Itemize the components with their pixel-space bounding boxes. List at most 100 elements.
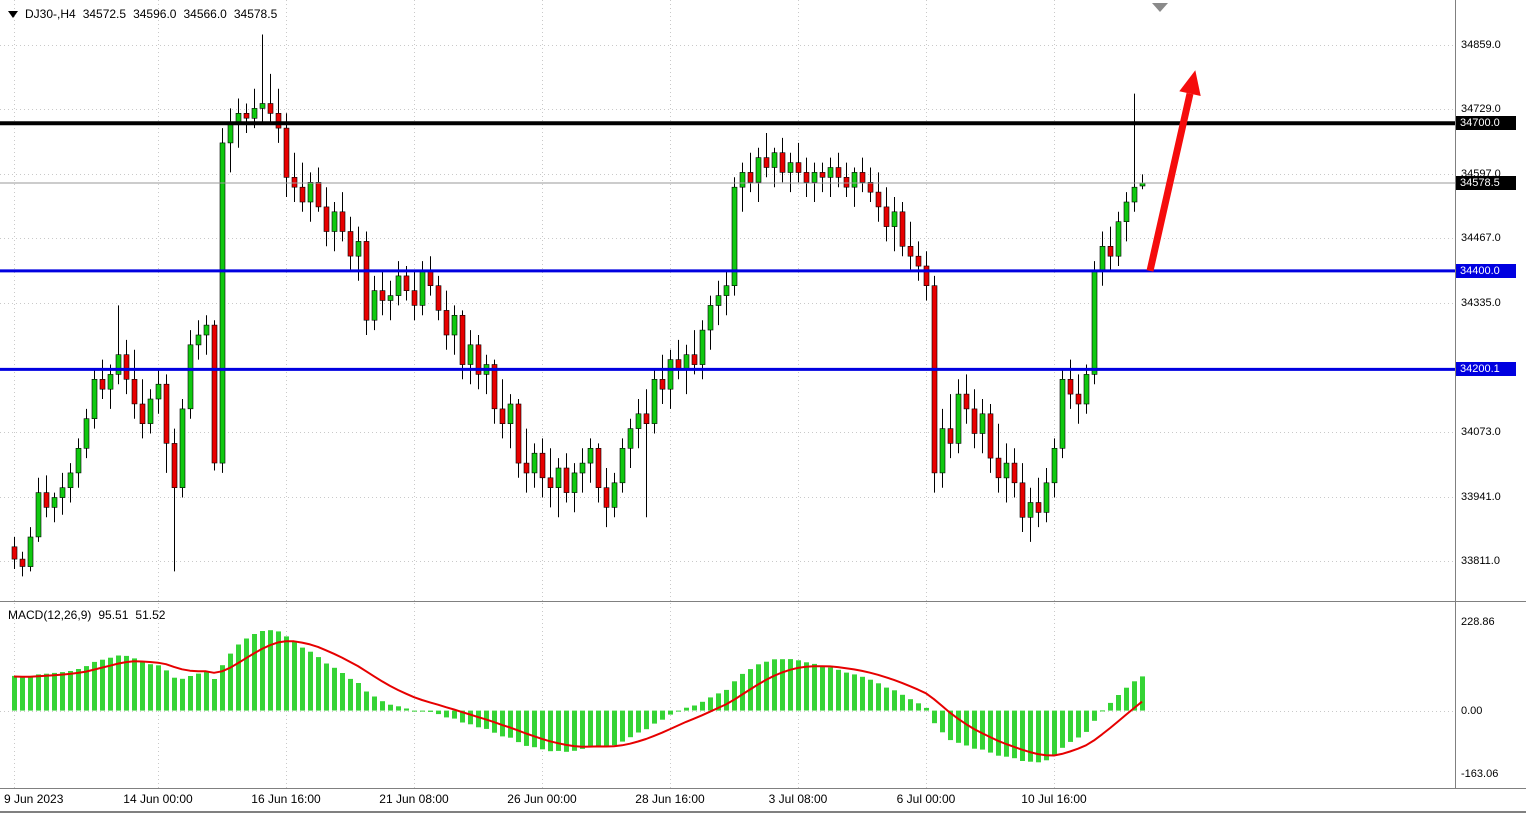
macd-histogram-bar — [516, 710, 521, 743]
macd-histogram-bar — [188, 676, 193, 711]
macd-histogram-bar — [908, 699, 913, 711]
macd-histogram-bar — [460, 710, 465, 723]
chart-shift-marker-icon[interactable] — [1152, 3, 1168, 12]
macd-histogram-bar — [916, 703, 921, 711]
macd-histogram-bar — [124, 655, 129, 711]
macd-histogram-bar — [84, 666, 89, 711]
macd-histogram-bar — [204, 671, 209, 711]
macd-histogram-bar — [1140, 676, 1145, 711]
candle-body-up — [715, 295, 722, 306]
symbol-dropdown-icon[interactable] — [8, 10, 18, 18]
candle-body-down — [563, 467, 570, 493]
candle-body-up — [387, 295, 394, 301]
candle-body-down — [315, 182, 322, 208]
candle-body-up — [195, 334, 202, 346]
macd-histogram-bar — [316, 657, 321, 711]
candle-body-up — [59, 487, 66, 498]
candle-body-up — [651, 378, 658, 424]
macd-histogram-bar — [1044, 710, 1049, 761]
macd-indicator-chart[interactable] — [0, 603, 1455, 788]
macd-histogram-bar — [164, 670, 169, 711]
candle-body-up — [827, 167, 834, 178]
candle-body-up — [1099, 246, 1106, 272]
macd-histogram-bar — [236, 644, 241, 711]
macd-tick-label: 0.00 — [1461, 705, 1483, 717]
candle-body-up — [787, 162, 794, 173]
macd-histogram-bar — [172, 677, 177, 711]
macd-histogram-bar — [700, 701, 705, 711]
macd-histogram-bar — [732, 681, 737, 711]
trend-arrow-head[interactable] — [1179, 70, 1201, 96]
macd-histogram-bar — [364, 691, 369, 711]
candle-body-down — [691, 354, 698, 365]
candle-body-down — [475, 344, 482, 375]
macd-histogram-bar — [404, 708, 409, 711]
macd-histogram-bar — [1116, 695, 1121, 711]
candle-body-down — [499, 408, 506, 424]
candle-body-up — [307, 182, 314, 203]
time-axis-label: 21 Jun 08:00 — [379, 792, 449, 806]
candle-body-down — [411, 290, 418, 306]
candle-body-down — [1075, 393, 1082, 405]
candlestick-chart[interactable] — [0, 0, 1455, 601]
candle-body-up — [1123, 201, 1130, 223]
candle-body-down — [595, 447, 602, 488]
candle-body-up — [155, 383, 162, 400]
time-axis-label: 16 Jun 16:00 — [251, 792, 321, 806]
candle-body-down — [211, 324, 218, 464]
macd-histogram-bar — [284, 636, 289, 711]
macd-histogram-bar — [620, 710, 625, 742]
macd-histogram-bar — [1004, 710, 1009, 757]
candle-body-up — [371, 290, 378, 321]
candle-body-down — [947, 428, 954, 444]
macd-histogram-bar — [148, 664, 153, 711]
ohlc-low: 34566.0 — [183, 7, 227, 21]
macd-histogram-bar — [932, 710, 937, 724]
macd-histogram-bar — [108, 657, 113, 711]
candle-body-down — [299, 186, 306, 203]
candle-body-down — [283, 127, 290, 178]
candle-body-up — [1051, 447, 1058, 484]
macd-histogram-bar — [852, 674, 857, 711]
macd-histogram-bar — [1052, 710, 1057, 756]
candle-body-down — [803, 172, 810, 183]
macd-histogram-bar — [644, 710, 649, 730]
candle-body-up — [355, 241, 362, 257]
candle-body-down — [275, 113, 282, 129]
candle-body-down — [11, 546, 18, 560]
candle-body-down — [403, 275, 410, 291]
macd-histogram-bar — [900, 694, 905, 711]
candle-body-up — [67, 472, 74, 488]
candle-body-down — [139, 403, 146, 425]
candle-body-up — [707, 305, 714, 331]
macd-histogram-bar — [220, 665, 225, 711]
candle-body-down — [523, 462, 530, 474]
macd-histogram-bar — [436, 710, 441, 715]
macd-histogram-bar — [796, 660, 801, 711]
candle-body-up — [955, 393, 962, 444]
candle-body-up — [91, 378, 98, 419]
candle-body-down — [995, 457, 1002, 479]
macd-histogram-bar — [68, 671, 73, 711]
candle-body-down — [907, 246, 914, 257]
trend-arrow-shaft[interactable] — [1146, 92, 1194, 272]
last-price-box: 34578.5 — [1456, 176, 1516, 190]
candle-body-down — [883, 206, 890, 227]
macd-histogram-bar — [156, 665, 161, 711]
macd-histogram-bar — [1060, 710, 1065, 748]
macd-histogram-bar — [596, 710, 601, 746]
candle-body-down — [963, 393, 970, 410]
candle-body-up — [27, 536, 34, 567]
macd-histogram-bar — [580, 710, 585, 749]
macd-tick-label: 228.86 — [1461, 616, 1495, 628]
time-axis-label: 10 Jul 16:00 — [1021, 792, 1087, 806]
panel-separator[interactable] — [0, 601, 1526, 602]
candle-body-down — [915, 255, 922, 267]
candle-body-up — [1131, 186, 1138, 203]
macd-histogram-bar — [652, 710, 657, 724]
candle-body-down — [435, 285, 442, 311]
macd-histogram-bar — [804, 662, 809, 711]
candle-body-down — [867, 182, 874, 193]
time-axis-label: 3 Jul 08:00 — [768, 792, 828, 806]
price-line-price-box: 34700.0 — [1456, 116, 1516, 130]
